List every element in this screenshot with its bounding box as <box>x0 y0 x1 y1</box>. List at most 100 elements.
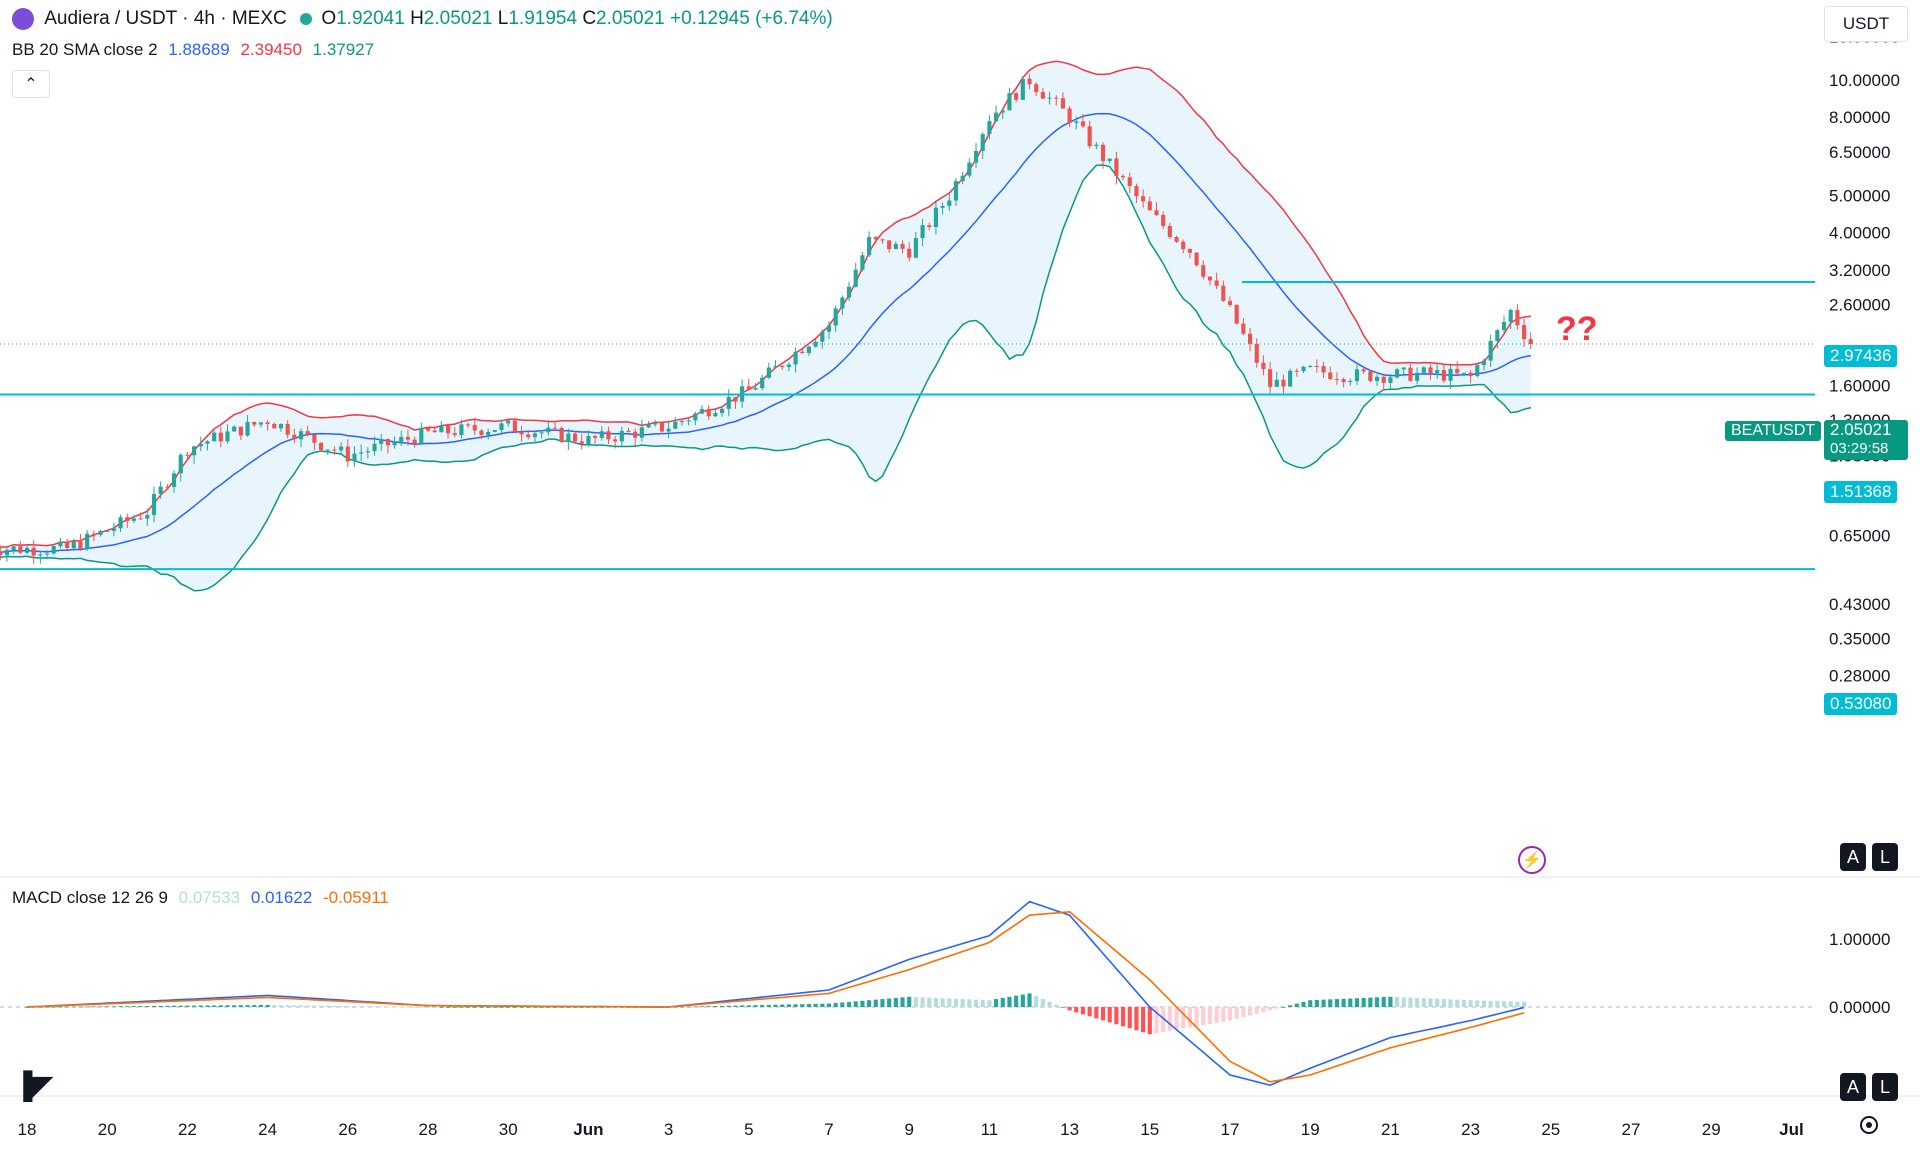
candle[interactable] <box>432 428 437 433</box>
candle[interactable] <box>973 142 979 168</box>
candle[interactable] <box>1321 361 1326 379</box>
candle[interactable] <box>900 240 905 254</box>
candle[interactable] <box>118 514 123 533</box>
candle[interactable] <box>232 425 237 432</box>
candle[interactable] <box>947 194 952 211</box>
candle[interactable] <box>1314 359 1319 373</box>
candle[interactable] <box>205 440 210 451</box>
candle[interactable] <box>766 362 771 379</box>
candle[interactable] <box>613 436 618 449</box>
macd-signal-line[interactable] <box>26 910 1525 1083</box>
candle[interactable] <box>1154 202 1159 216</box>
candle[interactable] <box>786 362 791 372</box>
candle[interactable] <box>1374 374 1380 386</box>
candle[interactable] <box>298 428 304 448</box>
log-scale-button[interactable]: L <box>1872 843 1898 871</box>
candle[interactable] <box>1281 374 1286 395</box>
candle[interactable] <box>639 419 644 442</box>
candle[interactable] <box>392 436 397 449</box>
candle[interactable] <box>1201 260 1206 280</box>
candle[interactable] <box>1000 110 1005 119</box>
candle[interactable] <box>826 321 832 340</box>
candle[interactable] <box>466 422 471 428</box>
candle[interactable] <box>245 415 250 437</box>
candle[interactable] <box>171 470 177 493</box>
candle[interactable] <box>278 423 284 432</box>
candle[interactable] <box>1141 189 1146 208</box>
macd-log-scale-button[interactable]: L <box>1872 1073 1898 1101</box>
candle[interactable] <box>1261 355 1266 376</box>
candle[interactable] <box>105 530 110 532</box>
candle[interactable] <box>38 550 43 564</box>
candle[interactable] <box>719 406 725 417</box>
candle[interactable] <box>733 397 738 409</box>
candle[interactable] <box>1515 304 1520 330</box>
candle[interactable] <box>953 178 959 206</box>
candle[interactable] <box>339 442 344 455</box>
candle[interactable] <box>1020 78 1025 101</box>
candle[interactable] <box>492 429 497 433</box>
candle[interactable] <box>158 481 163 499</box>
candle[interactable] <box>566 428 571 451</box>
candle[interactable] <box>840 295 845 316</box>
candle[interactable] <box>512 417 517 433</box>
candle[interactable] <box>1247 327 1253 352</box>
candle[interactable] <box>71 538 76 551</box>
candle[interactable] <box>519 425 524 442</box>
candle[interactable] <box>920 218 925 247</box>
candle[interactable] <box>940 202 945 215</box>
candle[interactable] <box>1401 366 1406 377</box>
candle[interactable] <box>78 534 83 551</box>
candle[interactable] <box>425 426 431 433</box>
macd-line[interactable] <box>26 900 1525 1087</box>
candle[interactable] <box>1047 91 1052 105</box>
candle[interactable] <box>1395 367 1400 379</box>
candle[interactable] <box>1207 276 1213 286</box>
candle[interactable] <box>185 451 190 461</box>
candle[interactable] <box>1441 364 1446 384</box>
candle[interactable] <box>479 429 484 440</box>
candle[interactable] <box>1501 315 1507 334</box>
candle[interactable] <box>666 420 671 439</box>
candle[interactable] <box>526 430 531 440</box>
candle[interactable] <box>1341 377 1346 388</box>
candle[interactable] <box>760 374 765 391</box>
candle[interactable] <box>145 508 150 526</box>
candle[interactable] <box>198 436 203 452</box>
candle[interactable] <box>853 262 858 288</box>
candle[interactable] <box>1187 248 1192 259</box>
candle[interactable] <box>1521 318 1527 348</box>
candle[interactable] <box>846 281 852 302</box>
candle[interactable] <box>699 405 705 415</box>
candle[interactable] <box>546 419 551 436</box>
candle[interactable] <box>0 545 3 561</box>
candle[interactable] <box>1060 92 1065 109</box>
candle[interactable] <box>1428 363 1433 380</box>
candle[interactable] <box>860 251 865 272</box>
candle[interactable] <box>272 422 277 429</box>
candle[interactable] <box>258 421 263 428</box>
candle[interactable] <box>1054 95 1059 106</box>
candle[interactable] <box>472 417 477 436</box>
candle[interactable] <box>706 405 711 421</box>
candle[interactable] <box>967 158 972 178</box>
candle[interactable] <box>412 436 417 448</box>
candle[interactable] <box>1381 374 1386 391</box>
candle[interactable] <box>1528 332 1533 350</box>
candle[interactable] <box>98 529 103 537</box>
candle[interactable] <box>1014 91 1019 103</box>
candle[interactable] <box>365 447 370 459</box>
candle[interactable] <box>165 483 170 490</box>
candle[interactable] <box>867 231 872 257</box>
candle[interactable] <box>1481 358 1487 371</box>
candle[interactable] <box>1107 158 1112 164</box>
settings-gear-icon[interactable] <box>1858 1114 1880 1136</box>
candle[interactable] <box>138 512 143 520</box>
candle[interactable] <box>1214 272 1219 290</box>
candle[interactable] <box>673 417 678 430</box>
candle[interactable] <box>1368 370 1373 383</box>
candle[interactable] <box>1114 151 1119 185</box>
candle[interactable] <box>659 422 664 435</box>
candle[interactable] <box>579 433 584 450</box>
candle[interactable] <box>1308 364 1313 368</box>
